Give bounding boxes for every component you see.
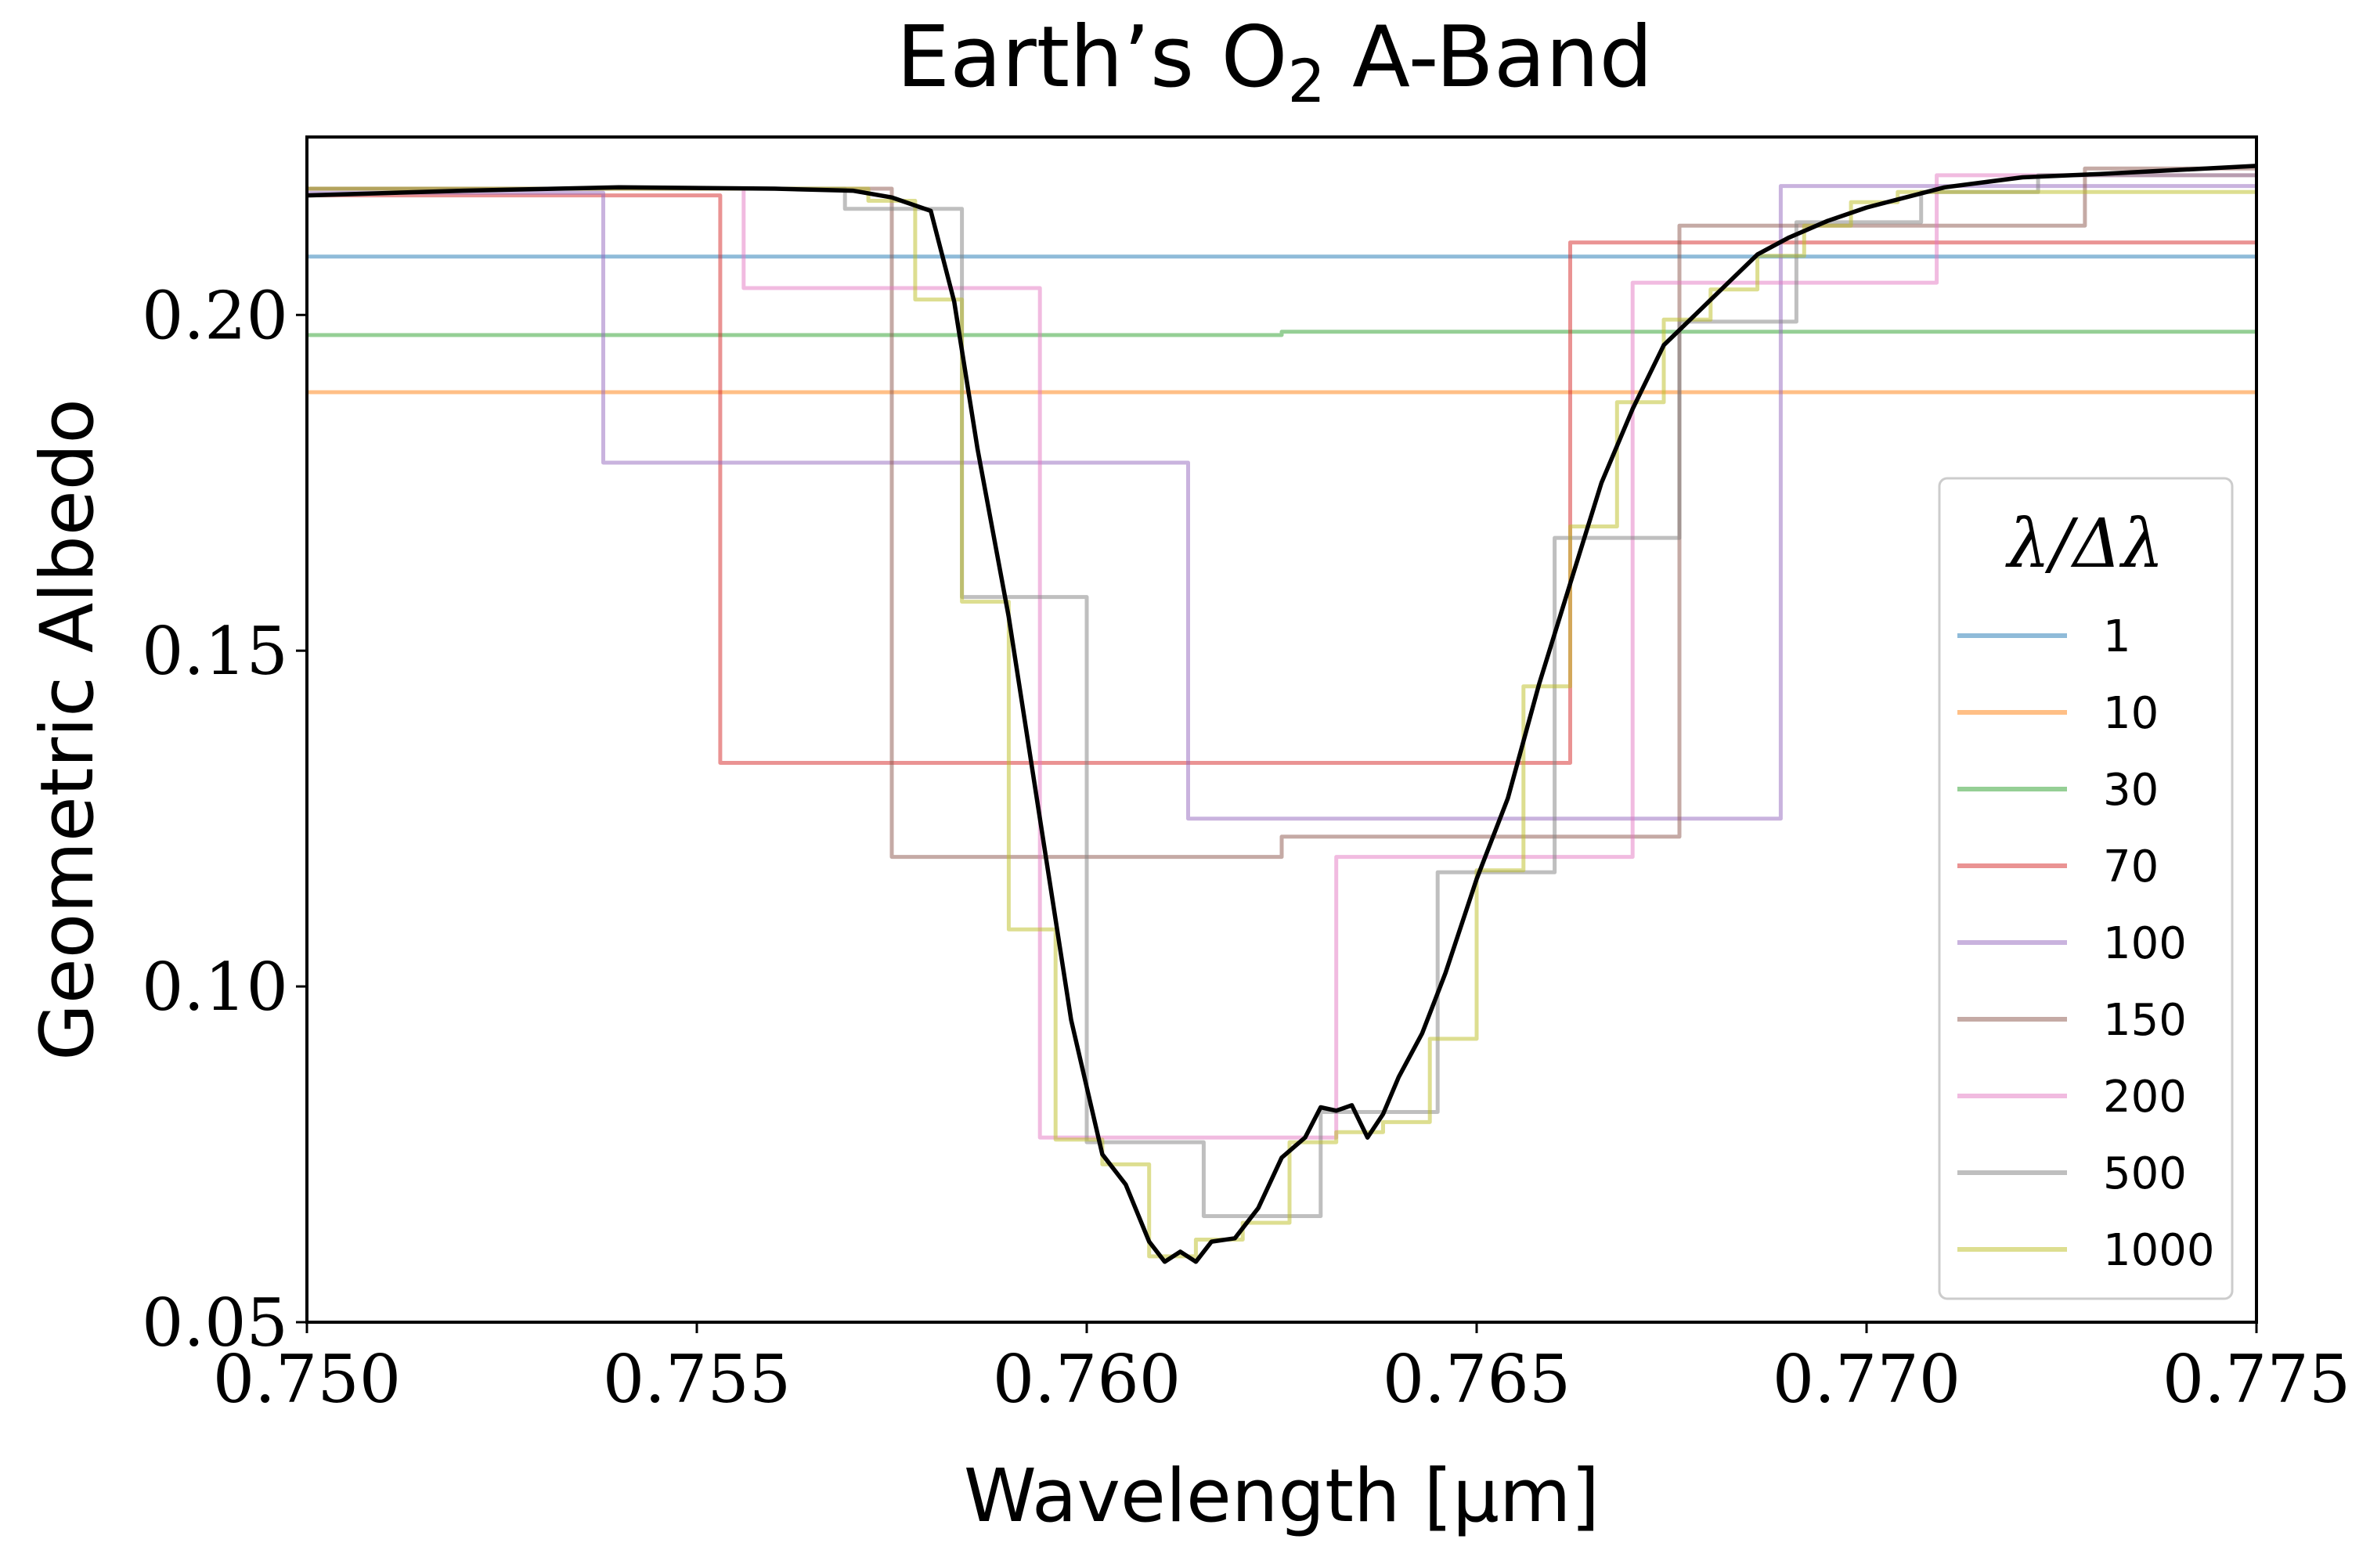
- legend-label-150: 150: [2103, 995, 2187, 1046]
- legend-title: λ/Δλ: [2005, 505, 2164, 583]
- legend-label-1000: 1000: [2103, 1225, 2215, 1276]
- x-tick-label: 0.750: [213, 1341, 401, 1418]
- y-tick-label: 0.10: [142, 949, 288, 1026]
- legend-label-30: 30: [2103, 765, 2159, 816]
- x-tick-label: 0.765: [1383, 1341, 1571, 1418]
- legend: λ/Δλ 1 10 30 70 100 150 200 500 1000: [1938, 477, 2234, 1300]
- x-tick-label: 0.775: [2163, 1341, 2350, 1418]
- x-tick-label: 0.755: [603, 1341, 791, 1418]
- y-tick-label: 0.05: [142, 1285, 288, 1361]
- legend-label-100: 100: [2103, 918, 2187, 969]
- series-line-r30: [307, 330, 2256, 337]
- series-line-native: [306, 164, 2257, 1264]
- legend-label-500: 500: [2103, 1148, 2187, 1199]
- tick-layer: 0.750 0.755 0.760 0.765 0.770 0.775 0.05 0.10 0.…: [142, 277, 2350, 1418]
- legend-label-200: 200: [2103, 1072, 2187, 1123]
- legend-label-1: 1: [2103, 611, 2131, 662]
- series-line-r70: [307, 193, 2256, 765]
- x-axis-label: Wavelength [μm]: [964, 1454, 1600, 1539]
- chart-title-tail: A-Band: [1326, 9, 1653, 106]
- legend-box: [1938, 477, 2234, 1300]
- x-tick-label: 0.760: [993, 1341, 1181, 1418]
- series-line-r200: [307, 173, 2256, 1140]
- chart-title-subscript: 2: [1287, 46, 1325, 116]
- series-line-r150: [307, 166, 2256, 860]
- y-tick-label: 0.20: [142, 277, 288, 354]
- series-line-r100: [307, 184, 2256, 821]
- legend-label-10: 10: [2103, 688, 2159, 739]
- legend-label-70: 70: [2103, 842, 2159, 892]
- y-tick-label: 0.15: [142, 613, 288, 690]
- series-layer: [306, 164, 2257, 1264]
- y-axis-label: Geometric Albedo: [25, 398, 110, 1061]
- chart-title: Earth’s O2 A-Band: [896, 9, 1653, 116]
- series-line-r1000: [307, 186, 2256, 1259]
- legend-items: 1 10 30 70 100 150 200 500 1000: [1957, 611, 2215, 1276]
- chart-title-main: Earth’s O: [896, 9, 1288, 106]
- plot-frame: [305, 135, 2258, 1324]
- x-tick-label: 0.770: [1773, 1341, 1961, 1418]
